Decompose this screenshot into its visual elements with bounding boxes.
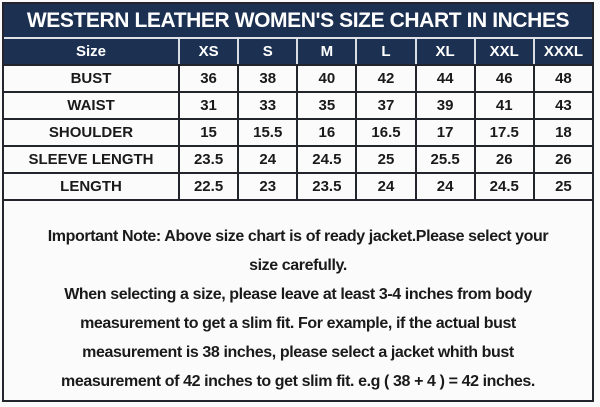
value-cell: 23.5	[298, 174, 356, 199]
note-line: size carefully.	[249, 257, 347, 274]
value-cell: 26	[534, 147, 592, 172]
note-line: Important Note: Above size chart is of r…	[47, 228, 549, 245]
value-cell: 48	[534, 66, 592, 91]
value-cell: 24.5	[475, 174, 533, 199]
value-cell: 39	[416, 93, 474, 118]
size-chart-box: WESTERN LEATHER WOMEN'S SIZE CHART IN IN…	[2, 2, 594, 402]
value-cell: 15	[180, 120, 238, 145]
value-cell: 16.5	[357, 120, 415, 145]
value-cell: 23.5	[180, 147, 238, 172]
value-cell: 24.5	[298, 147, 356, 172]
value-cell: 40	[298, 66, 356, 91]
value-cell: 23	[239, 174, 297, 199]
measurement-label-cell: WAIST	[4, 93, 178, 118]
size-header-cell: XS	[180, 39, 238, 64]
note-line: measurement of 42 inches to get slim fit…	[61, 373, 535, 390]
value-cell: 33	[239, 93, 297, 118]
value-cell: 17.5	[475, 120, 533, 145]
value-cell: 18	[534, 120, 592, 145]
value-cell: 15.5	[239, 120, 297, 145]
value-cell: 42	[357, 66, 415, 91]
measurement-label-cell: SHOULDER	[4, 120, 178, 145]
value-cell: 31	[180, 93, 238, 118]
size-header-row: Size XS S M L XL XXL XXXL	[4, 39, 592, 64]
size-header-cell: XXL	[475, 39, 533, 64]
value-cell: 43	[534, 93, 592, 118]
size-header-cell: M	[298, 39, 356, 64]
note-line: measurement is 38 inches, please select …	[82, 344, 514, 361]
value-cell: 25.5	[416, 147, 474, 172]
value-cell: 25	[357, 147, 415, 172]
value-cell: 36	[180, 66, 238, 91]
value-cell: 44	[416, 66, 474, 91]
size-header-cell: L	[357, 39, 415, 64]
size-column-header: Size	[4, 39, 178, 64]
size-header-cell: XXXL	[534, 39, 592, 64]
value-cell: 38	[239, 66, 297, 91]
value-cell: 46	[475, 66, 533, 91]
value-cell: 24	[239, 147, 297, 172]
value-cell: 25	[534, 174, 592, 199]
size-header-cell: S	[239, 39, 297, 64]
value-cell: 17	[416, 120, 474, 145]
note-line: When selecting a size, please leave at l…	[64, 286, 532, 303]
value-cell: 37	[357, 93, 415, 118]
measurement-label-cell: BUST	[4, 66, 178, 91]
value-cell: 35	[298, 93, 356, 118]
size-header-cell: XL	[416, 39, 474, 64]
measurement-label-cell: SLEEVE LENGTH	[4, 147, 178, 172]
value-cell: 41	[475, 93, 533, 118]
value-cell: 24	[416, 174, 474, 199]
value-cell: 16	[298, 120, 356, 145]
size-table-body: BUST 36 38 40 42 44 46 48 WAIST 31 33 35 37 39 41 43 SHO…	[4, 64, 592, 201]
value-cell: 22.5	[180, 174, 238, 199]
important-note: Important Note: Above size chart is of r…	[4, 201, 592, 396]
value-cell: 24	[357, 174, 415, 199]
chart-title: WESTERN LEATHER WOMEN'S SIZE CHART IN IN…	[4, 4, 592, 39]
value-cell: 26	[475, 147, 533, 172]
measurement-label-cell: LENGTH	[4, 174, 178, 199]
note-line: measurement to get a slim fit. For examp…	[80, 315, 516, 332]
